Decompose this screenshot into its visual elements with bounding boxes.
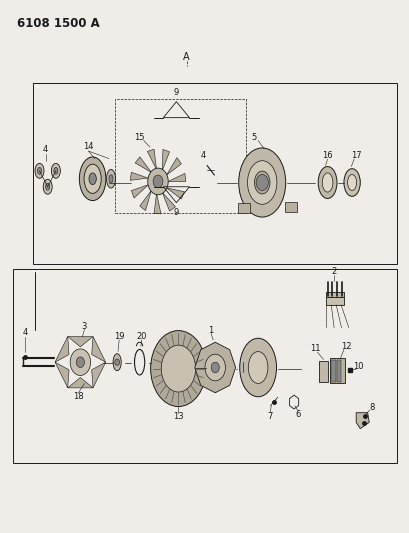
Polygon shape: [162, 192, 175, 211]
Text: 6108 1500 A: 6108 1500 A: [17, 17, 99, 30]
Ellipse shape: [321, 173, 332, 192]
Polygon shape: [92, 362, 106, 388]
Polygon shape: [135, 157, 151, 172]
Ellipse shape: [317, 166, 336, 198]
Ellipse shape: [45, 183, 49, 190]
Polygon shape: [166, 158, 181, 175]
Polygon shape: [355, 413, 369, 429]
Text: 15: 15: [134, 133, 144, 142]
Text: 4: 4: [43, 145, 48, 154]
Circle shape: [115, 359, 119, 366]
Ellipse shape: [54, 167, 58, 174]
Bar: [284, 202, 296, 212]
Polygon shape: [92, 336, 106, 362]
Circle shape: [153, 175, 162, 188]
Text: A: A: [183, 52, 189, 61]
Circle shape: [256, 174, 267, 190]
Bar: [237, 203, 249, 213]
Ellipse shape: [161, 345, 195, 392]
Ellipse shape: [239, 338, 276, 397]
Text: 9: 9: [173, 208, 179, 217]
Bar: [336, 360, 341, 382]
Polygon shape: [131, 185, 148, 198]
Circle shape: [147, 168, 168, 195]
Ellipse shape: [51, 164, 60, 178]
Polygon shape: [154, 193, 161, 214]
Ellipse shape: [79, 157, 106, 200]
Circle shape: [70, 349, 90, 375]
Polygon shape: [67, 336, 93, 347]
Bar: [325, 297, 343, 305]
Text: 4: 4: [22, 328, 28, 337]
Text: 2: 2: [330, 268, 335, 276]
Ellipse shape: [247, 161, 276, 204]
Text: 10: 10: [352, 362, 363, 372]
Polygon shape: [55, 362, 69, 388]
Text: 13: 13: [173, 412, 183, 421]
Circle shape: [76, 357, 84, 368]
Text: 8: 8: [368, 403, 373, 412]
Text: 16: 16: [321, 151, 332, 160]
Text: 12: 12: [340, 342, 351, 351]
Text: 5: 5: [251, 133, 256, 142]
Polygon shape: [130, 172, 148, 180]
Bar: [330, 360, 335, 382]
Ellipse shape: [113, 354, 121, 370]
Text: 11: 11: [309, 344, 320, 353]
Text: 19: 19: [114, 332, 124, 341]
Polygon shape: [162, 149, 169, 171]
Polygon shape: [147, 149, 156, 169]
Ellipse shape: [106, 169, 115, 188]
Circle shape: [204, 354, 225, 381]
Text: 1: 1: [208, 326, 213, 335]
Bar: [13, 269, 396, 463]
Ellipse shape: [254, 171, 269, 194]
Circle shape: [211, 362, 219, 373]
Polygon shape: [139, 190, 151, 211]
Text: 6: 6: [295, 410, 300, 419]
Ellipse shape: [84, 164, 101, 193]
Ellipse shape: [150, 330, 206, 407]
Ellipse shape: [248, 352, 267, 383]
Bar: [33, 83, 396, 264]
Text: 14: 14: [83, 142, 94, 151]
Bar: [115, 99, 245, 213]
Ellipse shape: [35, 164, 44, 178]
Polygon shape: [166, 188, 184, 199]
Text: 17: 17: [350, 151, 361, 160]
Ellipse shape: [109, 175, 113, 183]
Ellipse shape: [43, 179, 52, 194]
Polygon shape: [55, 336, 69, 362]
Ellipse shape: [347, 174, 356, 190]
Text: 4: 4: [200, 151, 205, 160]
Ellipse shape: [238, 148, 285, 217]
Ellipse shape: [343, 168, 360, 196]
Text: 9: 9: [173, 87, 179, 96]
Polygon shape: [194, 342, 235, 393]
Bar: [325, 292, 343, 297]
Bar: [319, 361, 328, 382]
Text: 7: 7: [267, 412, 272, 421]
Bar: [329, 358, 344, 383]
Text: 3: 3: [81, 321, 87, 330]
Polygon shape: [168, 173, 185, 181]
Text: 20: 20: [136, 332, 146, 341]
Ellipse shape: [37, 167, 41, 174]
Ellipse shape: [89, 173, 96, 184]
Text: 18: 18: [73, 392, 83, 401]
Polygon shape: [67, 377, 93, 388]
